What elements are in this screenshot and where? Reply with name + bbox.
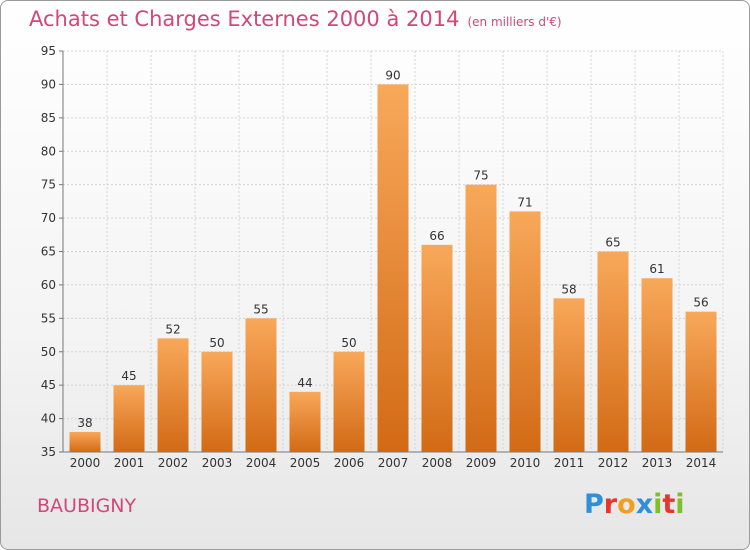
x-tick-label: 2006 [334, 456, 365, 470]
bar-value-label: 66 [429, 229, 444, 243]
x-tick-label: 2009 [466, 456, 497, 470]
bar-2010 [509, 211, 541, 452]
x-tick-label: 2004 [246, 456, 277, 470]
y-tick-label: 80 [41, 144, 56, 158]
x-tick-label: 2010 [510, 456, 541, 470]
y-tick-label: 85 [41, 111, 56, 125]
y-tick-label: 75 [41, 178, 56, 192]
bar-2008 [421, 244, 453, 452]
y-tick-label: 45 [41, 378, 56, 392]
bar-2014 [685, 311, 717, 452]
bar-value-label: 75 [473, 169, 488, 183]
logo-letter: P [584, 489, 604, 520]
bar-2011 [553, 298, 585, 452]
x-tick-label: 2013 [642, 456, 673, 470]
bar-value-label: 45 [121, 369, 136, 383]
x-tick-label: 2000 [70, 456, 101, 470]
x-tick-label: 2008 [422, 456, 453, 470]
bar-value-label: 38 [77, 416, 92, 430]
x-tick-label: 2014 [686, 456, 717, 470]
bar-2005 [289, 391, 321, 452]
bar-2000 [69, 431, 101, 452]
y-tick-label: 70 [41, 211, 56, 225]
x-tick-label: 2003 [202, 456, 233, 470]
y-tick-label: 95 [41, 44, 56, 58]
proxiti-logo: Proxiti [584, 489, 685, 520]
bar-value-label: 90 [385, 68, 400, 82]
chart-title-text: Achats et Charges Externes 2000 à 2014 [29, 7, 460, 31]
bar-2007 [377, 84, 409, 453]
bar-2001 [113, 385, 145, 452]
y-tick-label: 40 [41, 412, 56, 426]
logo-letter: i [653, 489, 663, 520]
x-tick-label: 2002 [158, 456, 189, 470]
bar-2003 [201, 351, 233, 452]
bar-2006 [333, 351, 365, 452]
bar-2002 [157, 338, 189, 452]
bar-value-label: 65 [605, 236, 620, 250]
x-tick-label: 2012 [598, 456, 629, 470]
bar-value-label: 71 [517, 195, 532, 209]
bar-2012 [597, 251, 629, 452]
bar-value-label: 55 [253, 302, 268, 316]
bar-value-label: 61 [649, 262, 664, 276]
x-tick-label: 2001 [114, 456, 145, 470]
x-tick-label: 2011 [554, 456, 585, 470]
bar-2009 [465, 184, 497, 452]
bar-2013 [641, 278, 673, 452]
y-tick-label: 55 [41, 311, 56, 325]
chart-title: Achats et Charges Externes 2000 à 2014 (e… [29, 7, 562, 31]
y-tick-label: 60 [41, 278, 56, 292]
bar-value-label: 56 [693, 296, 708, 310]
commune-name: BAUBIGNY [37, 495, 137, 517]
chart-unit: (en milliers d'€) [467, 15, 562, 29]
bar-2004 [245, 318, 277, 452]
bar-value-label: 50 [209, 336, 224, 350]
bar-value-label: 52 [165, 322, 180, 336]
logo-letter: t [662, 489, 676, 520]
y-tick-label: 35 [41, 445, 56, 459]
logo-letter: r [603, 489, 618, 520]
y-tick-label: 65 [41, 245, 56, 259]
logo-letter: i [675, 489, 685, 520]
x-tick-label: 2007 [378, 456, 409, 470]
y-tick-label: 50 [41, 345, 56, 359]
bar-value-label: 44 [297, 376, 312, 390]
bar-value-label: 58 [561, 282, 576, 296]
logo-letter: o [617, 489, 636, 520]
bar-value-label: 50 [341, 336, 356, 350]
logo-letter: x [635, 489, 654, 520]
x-tick-label: 2005 [290, 456, 321, 470]
y-tick-label: 90 [41, 77, 56, 91]
